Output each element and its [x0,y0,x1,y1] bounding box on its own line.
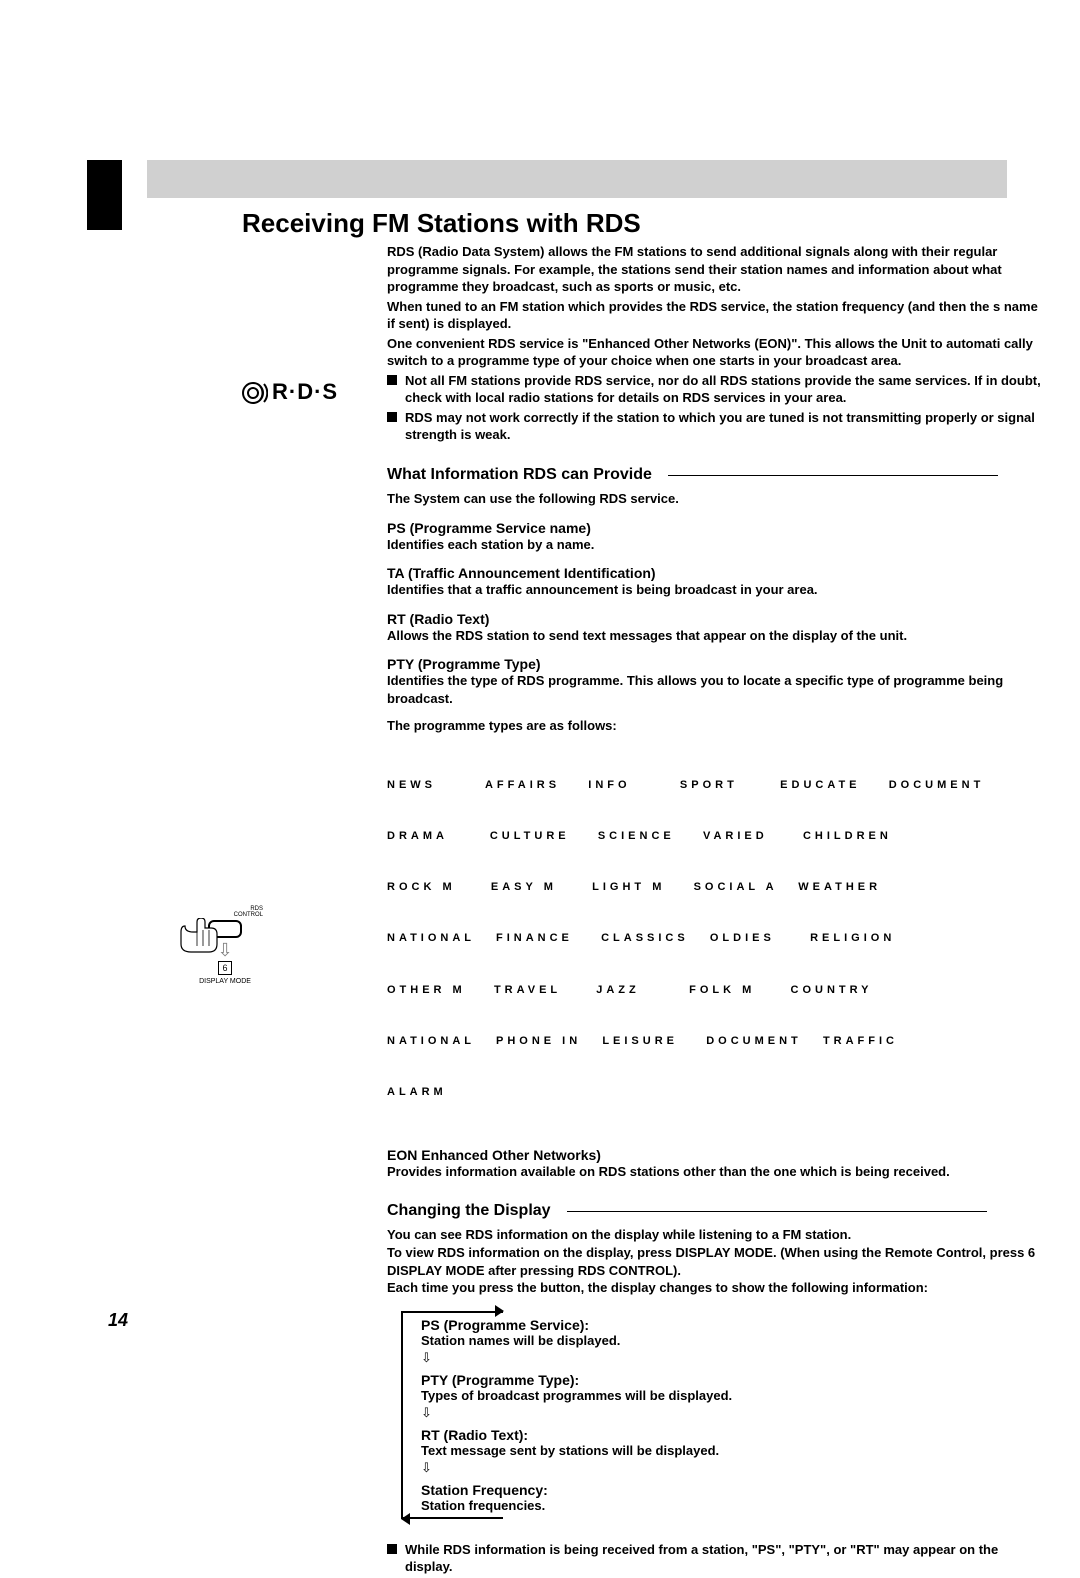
pty-heading: PTY (Programme Type) [387,656,1047,672]
pty-row: NATIONAL PHONE IN LEISURE DOCUMENT TRAFF… [387,1033,1047,1050]
eon-heading: EON Enhanced Other Networks) [387,1147,1047,1163]
ta-text: Identifies that a traffic announcement i… [387,581,1047,599]
down-arrow-icon: ⇩ [421,1460,871,1476]
arrow-right-icon [495,1305,504,1317]
display-mode-label: DISPLAY MODE [175,978,275,985]
section-what-info: What Information RDS can Provide [387,466,1047,484]
page-title: Receiving FM Stations with RDS [87,204,1007,243]
pty-text: Identifies the type of RDS programme. Th… [387,672,1047,707]
section-changing-display: Changing the Display [387,1202,1047,1220]
intro-p3: One convenient RDS service is "Enhanced … [387,335,1047,370]
pty-row: DRAMA CULTURE SCIENCE VARIED CHILDREN [387,828,1047,845]
display-cycle: PS (Programme Service): Station names wi… [401,1311,871,1519]
down-arrow-icon: ⇩ [421,1350,871,1366]
pty-grid: NEWS AFFAIRS INFO SPORT EDUCATE DOCUMENT… [387,743,1047,1135]
pty-row: OTHER M TRAVEL JAZZ FOLK M COUNTRY [387,982,1047,999]
hand-press-icon [175,918,223,958]
cycle-sf-t: Station frequencies. [421,1498,871,1513]
eon-text: Provides information available on RDS st… [387,1163,1047,1181]
ps-heading: PS (Programme Service name) [387,520,1047,536]
cycle-sf: Station Frequency: Station frequencies. [421,1482,871,1513]
button-number: 6 [218,961,232,975]
ta-heading: TA (Traffic Announcement Identification) [387,565,1047,581]
pty-row: NEWS AFFAIRS INFO SPORT EDUCATE DOCUMENT [387,777,1047,794]
heading-rule [567,1211,987,1212]
rds-logo-text: R·D·S [272,379,338,404]
cycle-ps: PS (Programme Service): Station names wi… [421,1317,871,1348]
rt-heading: RT (Radio Text) [387,611,1047,627]
rt-text: Allows the RDS station to send text mess… [387,627,1047,645]
down-arrow-icon: ⇩ [421,1405,871,1421]
manual-page: Receiving FM Stations with RDS R·D·S RDS… [87,160,1007,1578]
pty-lead: The programme types are as follows: [387,717,1047,735]
footnote: While RDS information is being received … [387,1541,1047,1576]
cycle-ps-h: PS (Programme Service): [421,1317,871,1333]
arrow-left-icon [401,1513,410,1525]
cycle-ps-t: Station names will be displayed. [421,1333,871,1348]
cycle-pty-h: PTY (Programme Type): [421,1372,871,1388]
sec2-p1: You can see RDS information on the displ… [387,1226,1047,1244]
cycle-rt-h: RT (Radio Text): [421,1427,871,1443]
cycle-rt: RT (Radio Text): Text message sent by st… [421,1427,871,1458]
cycle-rt-t: Text message sent by stations will be di… [421,1443,871,1458]
intro-p2: When tuned to an FM station which provid… [387,298,1047,333]
sec2-p3: Each time you press the button, the disp… [387,1279,1047,1297]
section-heading: What Information RDS can Provide [387,466,652,484]
pty-row: ROCK M EASY M LIGHT M SOCIAL A WEATHER [387,879,1047,896]
title-band [147,160,1007,198]
intro-p1: RDS (Radio Data System) allows the FM st… [387,243,1047,296]
cycle-pty-t: Types of broadcast programmes will be di… [421,1388,871,1403]
pty-row: NATIONAL FINANCE CLASSICS OLDIES RELIGIO… [387,930,1047,947]
rds-control-label: RDS CONTROL [175,906,263,918]
pty-row: ALARM [387,1084,1047,1101]
intro-bullet-1: Not all FM stations provide RDS service,… [387,372,1047,407]
heading-rule [668,475,998,476]
section-heading: Changing the Display [387,1202,551,1220]
ps-text: Identifies each station by a name. [387,536,1047,554]
intro-block: RDS (Radio Data System) allows the FM st… [387,243,1047,444]
page-number: 14 [108,1310,128,1331]
cycle-sf-h: Station Frequency: [421,1482,871,1498]
intro-bullet-2: RDS may not work correctly if the statio… [387,409,1047,444]
sec1-lead: The System can use the following RDS ser… [387,490,1047,508]
cycle-pty: PTY (Programme Type): Types of broadcast… [421,1372,871,1403]
sec2-p2: To view RDS information on the display, … [387,1244,1047,1279]
footnote-text: While RDS information is being received … [387,1541,1047,1576]
rds-logo: R·D·S [242,379,338,405]
